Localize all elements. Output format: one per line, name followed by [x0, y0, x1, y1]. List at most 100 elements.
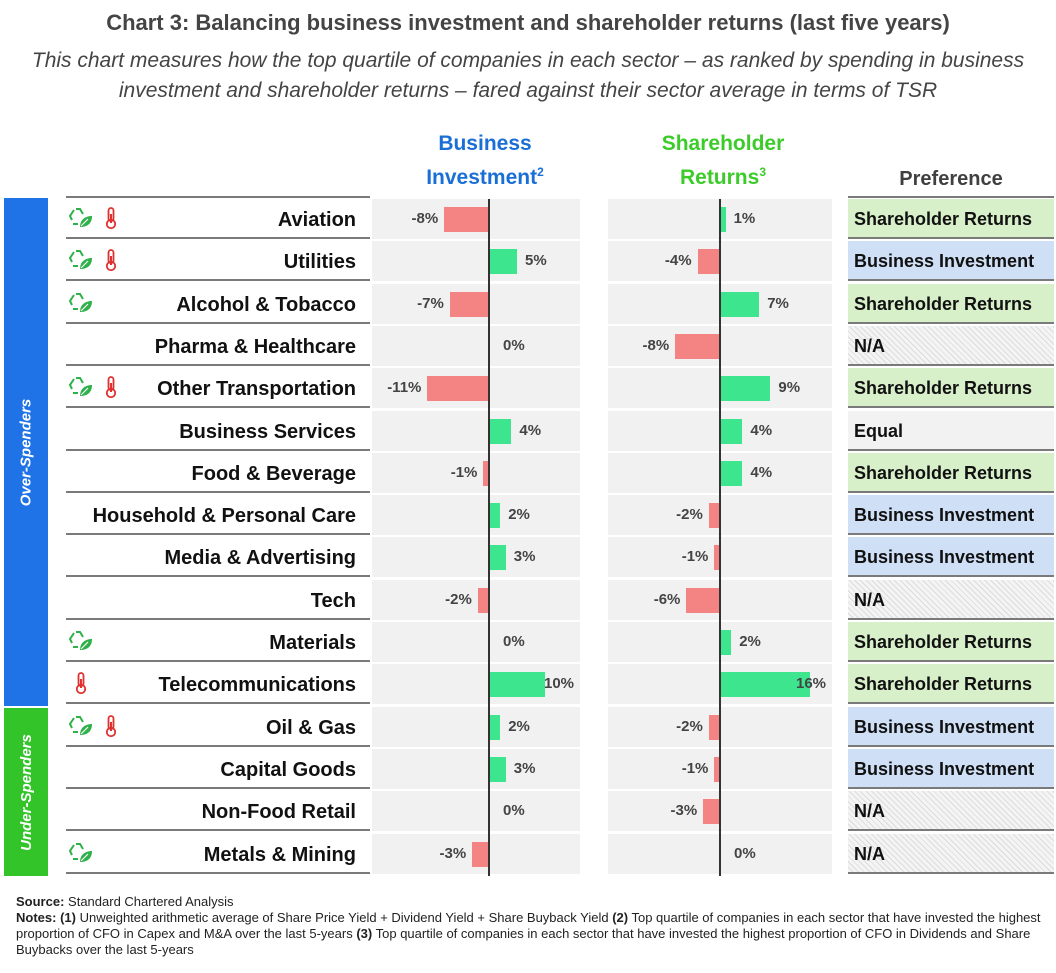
investment-bar	[489, 419, 512, 444]
investment-cell: 3%	[372, 749, 580, 789]
preference-cell: N/A	[848, 834, 1054, 874]
chart-footer: Source: Standard Chartered Analysis Note…	[16, 894, 1046, 958]
preference-cell: Shareholder Returns	[848, 622, 1054, 662]
investment-cell: 2%	[372, 495, 580, 535]
investment-cell: 2%	[372, 707, 580, 747]
sector-name: Oil & Gas	[265, 717, 356, 739]
returns-bar	[714, 757, 720, 782]
returns-bar	[708, 503, 720, 528]
investment-bar	[449, 292, 489, 317]
investment-cell: -11%	[372, 368, 580, 408]
preference-cell: N/A	[848, 580, 1054, 620]
returns-bar	[720, 207, 726, 232]
row-label-1: Utilities	[66, 241, 370, 281]
note1-text: Unweighted arithmetic average of Share P…	[79, 910, 609, 925]
preference-cell: Business Investment	[848, 537, 1054, 577]
preference-cell: Shareholder Returns	[848, 284, 1054, 324]
investment-bar	[489, 249, 517, 274]
sector-name: Tech	[310, 590, 356, 612]
investment-cell: -3%	[372, 834, 580, 874]
preference-cell: Business Investment	[848, 495, 1054, 535]
investment-value-label: -7%	[417, 295, 444, 312]
row-label-14: Non-Food Retail	[66, 791, 370, 831]
returns-value-label: -2%	[676, 506, 703, 523]
returns-value-label: 9%	[778, 379, 801, 396]
investment-cell: 5%	[372, 241, 580, 281]
investment-value-label: -1%	[450, 464, 478, 481]
recycle-leaf-icon	[68, 247, 94, 278]
recycle-leaf-icon	[68, 374, 94, 405]
over-spenders-label: Over-Spenders	[17, 398, 35, 506]
returns-value-label: 16%	[796, 675, 827, 692]
row-label-4: Other Transportation	[66, 368, 370, 408]
preference-cell: Shareholder Returns	[848, 453, 1054, 493]
sector-name: Utilities	[283, 251, 356, 273]
recycle-leaf-icon	[68, 628, 94, 659]
sector-name: Non-Food Retail	[201, 801, 356, 823]
investment-bar	[489, 545, 506, 570]
sector-name: Pharma & Healthcare	[154, 336, 356, 358]
row-label-5: Business Services	[66, 411, 370, 451]
sector-name: Aviation	[277, 209, 356, 231]
source-text: Standard Chartered Analysis	[68, 894, 234, 909]
row-label-13: Capital Goods	[66, 749, 370, 789]
row-label-6: Food & Beverage	[66, 453, 370, 493]
preference-cell: Business Investment	[848, 707, 1054, 747]
recycle-leaf-icon	[68, 290, 94, 321]
investment-value-label: -3%	[439, 845, 467, 862]
sector-name: Metals & Mining	[203, 844, 356, 866]
note1-label: (1)	[60, 910, 76, 925]
investment-zero-axis	[488, 199, 490, 876]
returns-value-label: 4%	[750, 464, 773, 481]
preference-cell: Equal	[848, 411, 1054, 451]
under-spenders-band: Under-Spenders	[4, 708, 48, 876]
chart-subtitle: This chart measures how the top quartile…	[31, 49, 1025, 102]
note3-text: Top quartile of companies in each sector…	[16, 926, 1031, 957]
row-label-0: Aviation	[66, 199, 370, 239]
sector-name: Alcohol & Tobacco	[176, 294, 356, 316]
investment-cell: 4%	[372, 411, 580, 451]
returns-bar	[675, 334, 720, 359]
investment-bar	[427, 376, 489, 401]
returns-header-line2: Returns	[679, 166, 760, 189]
investment-value-label: 0%	[503, 633, 525, 650]
investment-cell: 0%	[372, 791, 580, 831]
investment-value-label: -11%	[387, 379, 422, 396]
investment-cell: -2%	[372, 580, 580, 620]
investment-value-label: 3%	[513, 760, 536, 777]
returns-value-label: -3%	[670, 802, 698, 819]
investment-bar	[489, 715, 501, 740]
investment-footnote-marker: 2	[537, 165, 544, 179]
returns-bar	[720, 292, 760, 317]
returns-value-label: -4%	[664, 252, 692, 269]
chart-title: Chart 3: Balancing business investment a…	[106, 10, 950, 35]
preference-cell: N/A	[848, 791, 1054, 831]
row-icons	[68, 630, 94, 656]
returns-value-label: 1%	[733, 210, 756, 227]
preference-cell: Business Investment	[848, 749, 1054, 789]
sector-name: Other Transportation	[157, 378, 356, 400]
investment-bar	[489, 672, 545, 697]
investment-bar	[444, 207, 489, 232]
investment-bar	[472, 842, 489, 867]
row-label-15: Metals & Mining	[66, 834, 370, 874]
returns-bar	[720, 630, 732, 655]
returns-bar	[697, 249, 720, 274]
investment-value-label: 4%	[519, 422, 542, 439]
preference-column-top-rule	[848, 196, 1054, 198]
preference-cell: Shareholder Returns	[848, 368, 1054, 408]
thermometer-icon	[98, 205, 124, 236]
label-column-top-rule	[66, 196, 370, 198]
row-label-12: Oil & Gas	[66, 707, 370, 747]
row-label-9: Tech	[66, 580, 370, 620]
row-label-11: Telecommunications	[66, 664, 370, 704]
returns-bar	[720, 419, 743, 444]
investment-header-line2: Investment	[426, 166, 538, 189]
sector-name: Media & Advertising	[164, 547, 356, 569]
returns-value-label: -8%	[642, 337, 670, 354]
returns-value-label: -2%	[676, 718, 703, 735]
preference-cell: Business Investment	[848, 241, 1054, 281]
investment-cell: -7%	[372, 284, 580, 324]
returns-value-label: -1%	[681, 760, 709, 777]
investment-value-label: 2%	[508, 506, 530, 523]
